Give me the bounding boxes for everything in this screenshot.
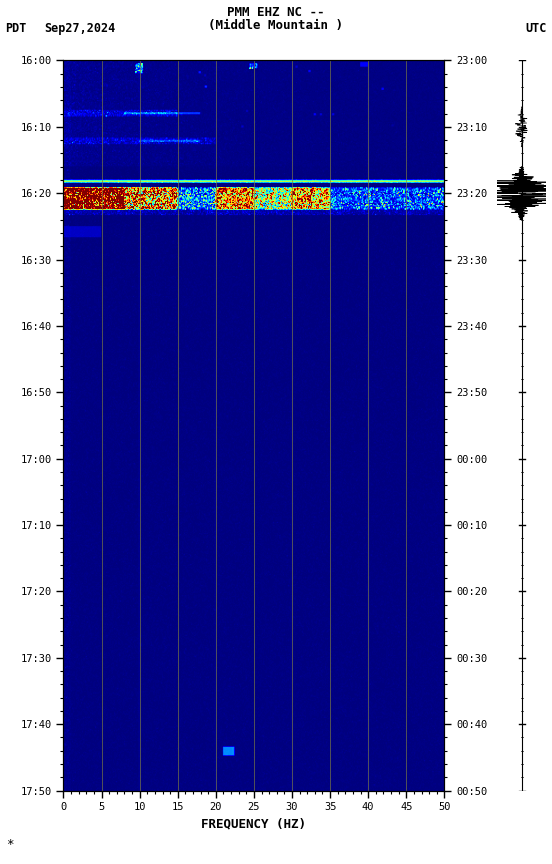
Text: *: * [6,838,13,851]
Text: PDT: PDT [6,22,27,35]
X-axis label: FREQUENCY (HZ): FREQUENCY (HZ) [201,818,306,831]
Text: UTC: UTC [525,22,546,35]
Text: PMM EHZ NC --: PMM EHZ NC -- [227,6,325,19]
Text: (Middle Mountain ): (Middle Mountain ) [209,19,343,32]
Text: Sep27,2024: Sep27,2024 [44,22,115,35]
